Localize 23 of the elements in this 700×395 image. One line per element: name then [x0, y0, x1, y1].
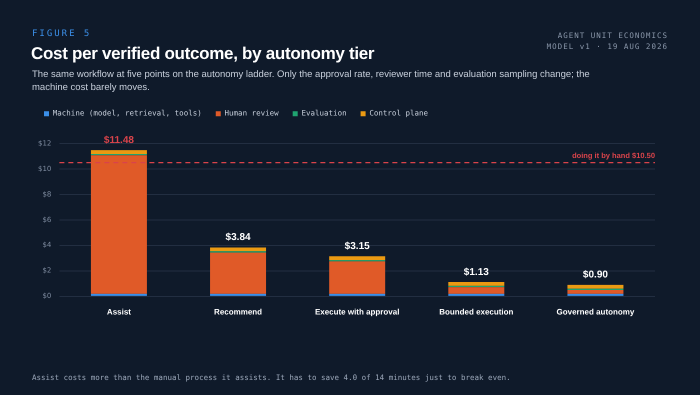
- x-tick-label: Governed autonomy: [556, 307, 635, 316]
- bar: [448, 287, 504, 294]
- total-label: $1.13: [464, 266, 490, 278]
- bar: [567, 290, 624, 294]
- total-label: $11.48: [104, 134, 134, 146]
- x-tick-label: Recommend: [214, 307, 262, 316]
- total-label: $3.15: [344, 241, 370, 252]
- x-tick-label: Assist: [106, 307, 132, 316]
- x-tick-label: Execute with approval: [314, 307, 400, 316]
- caption: FIGURE 5: [32, 29, 92, 39]
- total-label: $3.84: [226, 232, 251, 244]
- bar: [210, 252, 266, 294]
- total-label: $0.90: [582, 270, 608, 281]
- bar: [90, 150, 147, 154]
- bar: [90, 155, 147, 294]
- chart-title: Cost per verified outcome, by autonomy tier: [31, 44, 374, 64]
- bar: [329, 261, 386, 294]
- bar: [567, 284, 624, 289]
- chart-subtitle: The same workflow at five points on the autonomy ladder. Only the approval rate, reviewer time and evaluation sampling change; the machine cost barely moves.: [32, 68, 591, 94]
- bar: [448, 282, 504, 286]
- bar: [329, 256, 386, 260]
- x-tick-label: Bounded execution: [439, 307, 514, 316]
- bar: [210, 247, 266, 252]
